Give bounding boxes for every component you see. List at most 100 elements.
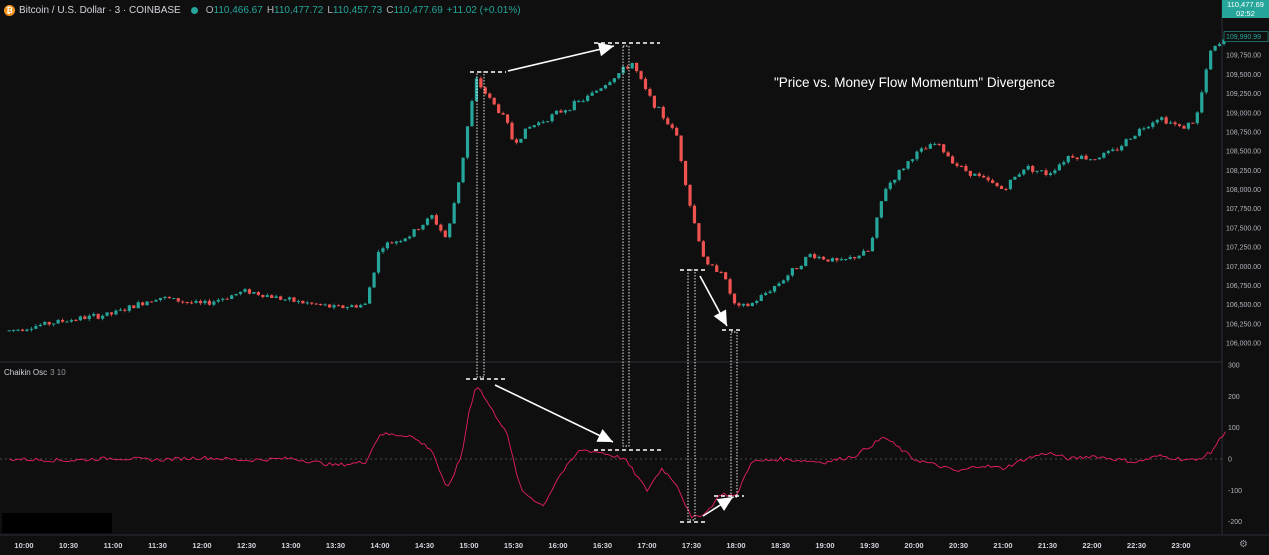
candle-body <box>376 251 381 273</box>
bar-countdown: 02:52 <box>1236 9 1255 18</box>
candle <box>915 150 919 162</box>
candle-body <box>305 302 309 304</box>
candle <box>928 142 932 149</box>
candle-body <box>964 165 968 171</box>
candle-body <box>216 299 220 302</box>
candle-body <box>955 163 959 166</box>
candle-body <box>959 165 964 167</box>
candle <box>1084 153 1088 160</box>
candle-body <box>448 223 452 238</box>
candle <box>296 299 301 304</box>
candle <box>470 99 474 127</box>
settings-gear-icon[interactable]: ⚙ <box>1239 539 1248 550</box>
candle <box>87 313 91 322</box>
candle-body <box>1137 128 1142 136</box>
candle-body <box>345 307 349 309</box>
candle <box>1137 127 1142 137</box>
candle-body <box>394 241 398 244</box>
candle <box>376 249 381 275</box>
candle <box>821 256 826 260</box>
candle <box>759 293 763 302</box>
candle <box>910 158 915 163</box>
candle-body <box>363 303 367 305</box>
candle <box>123 308 127 313</box>
candle <box>906 160 910 171</box>
price-axis-label: 108,000.00 <box>1226 187 1261 194</box>
candle-body <box>902 168 906 170</box>
candle-body <box>279 296 283 300</box>
candle-body <box>301 300 305 304</box>
candle-body <box>430 215 434 219</box>
candle <box>750 302 754 307</box>
candle <box>621 65 625 75</box>
candle <box>1004 187 1008 191</box>
candle-body <box>20 329 25 331</box>
arrow-head <box>716 497 733 511</box>
indicator-legend[interactable]: Chaikin Osc 3 10 <box>4 368 66 377</box>
time-axis-label: 16:30 <box>593 541 612 550</box>
candle <box>519 138 523 144</box>
time-axis-label: 23:00 <box>1171 541 1190 550</box>
candle-body <box>514 139 519 143</box>
candle <box>888 180 892 191</box>
candle <box>109 312 114 317</box>
candle <box>158 297 163 302</box>
candle-body <box>403 238 407 242</box>
candle-body <box>1080 155 1084 160</box>
symbol-title[interactable]: Bitcoin / U.S. Dollar · 3 · COINBASE <box>19 4 181 16</box>
candle-body <box>630 62 634 69</box>
candle <box>25 328 29 332</box>
candle <box>190 300 194 305</box>
candle <box>1177 123 1182 128</box>
candle <box>870 236 875 252</box>
price-axis-label: 109,250.00 <box>1226 91 1261 98</box>
candle <box>563 109 568 115</box>
arrow-line <box>507 45 615 72</box>
candle-body <box>1017 174 1021 177</box>
time-axis-label: 16:00 <box>548 541 567 550</box>
candle-body <box>132 305 136 309</box>
candle <box>448 223 452 239</box>
candle-body <box>1022 169 1026 175</box>
time-axis-label: 13:00 <box>281 541 300 550</box>
candle-body <box>510 122 514 140</box>
candle <box>194 299 198 304</box>
time-axis-label: 22:00 <box>1082 541 1101 550</box>
candle-body <box>639 71 643 79</box>
candle-body <box>559 110 563 113</box>
candle-body <box>270 295 274 298</box>
candle-body <box>1057 164 1061 171</box>
candle-body <box>590 92 594 96</box>
candle <box>1088 158 1093 161</box>
candle-body <box>7 330 11 332</box>
symbol-header[interactable]: ₿ Bitcoin / U.S. Dollar · 3 · COINBASE O… <box>4 3 525 17</box>
candle <box>176 298 180 303</box>
candle <box>737 301 741 308</box>
candle <box>648 87 652 98</box>
candle <box>261 294 265 299</box>
candle <box>65 320 69 323</box>
candle <box>937 143 941 147</box>
candle <box>225 297 229 300</box>
candle <box>568 109 572 112</box>
price-axis-label: 107,000.00 <box>1226 264 1261 271</box>
candle-body <box>439 224 443 231</box>
candle-body <box>1044 170 1048 176</box>
candle <box>118 307 123 312</box>
candle-body <box>1217 43 1222 46</box>
candle <box>345 306 349 311</box>
candle-body <box>1142 128 1146 130</box>
candle-body <box>336 305 341 307</box>
candle <box>594 90 599 94</box>
candle-body <box>719 271 723 273</box>
candle <box>977 172 981 178</box>
price-axis-label: 107,500.00 <box>1226 225 1261 232</box>
candle <box>1142 126 1146 131</box>
candle-body <box>1120 145 1124 151</box>
candle-body <box>746 303 750 307</box>
price-axis-label: 106,000.00 <box>1226 341 1261 348</box>
candle-body <box>207 300 212 305</box>
candle-body <box>844 258 848 260</box>
ohlc-high-value: 110,477.72 <box>274 4 324 16</box>
